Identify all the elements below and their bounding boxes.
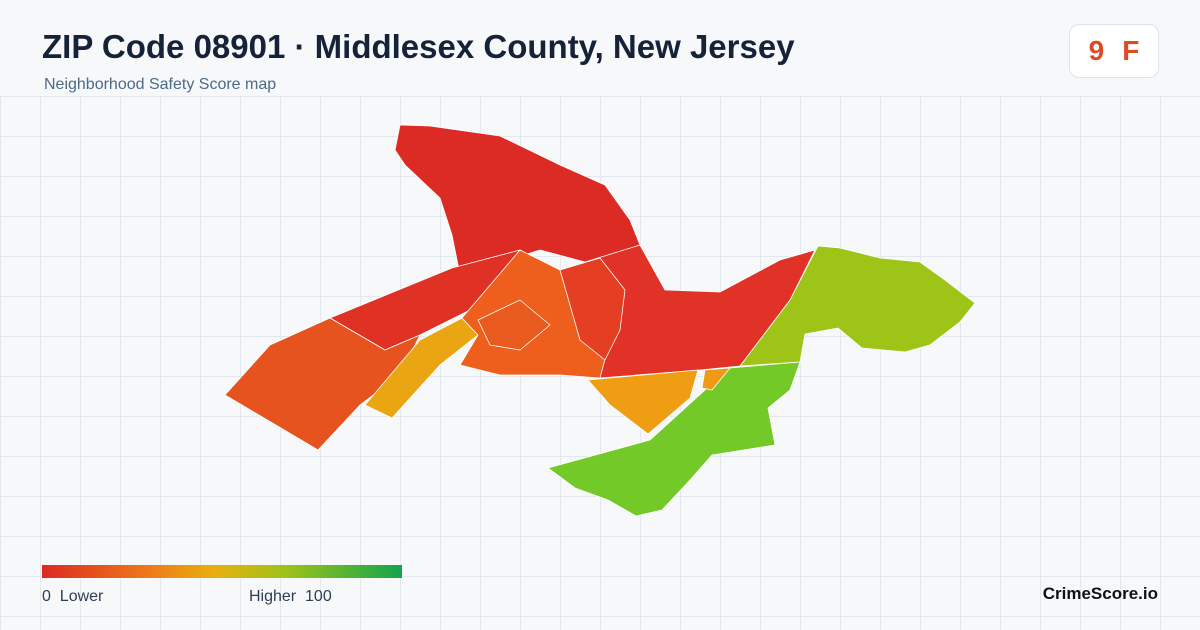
region	[701, 367, 731, 391]
legend-max: 100	[305, 588, 332, 605]
title: ZIP Code 08901 · Middlesex County, New J…	[42, 28, 795, 65]
subtitle: Neighborhood Safety Score map	[44, 76, 277, 93]
region	[477, 299, 551, 351]
header	[0, 0, 1200, 96]
legend-min-label: Lower	[59, 588, 104, 605]
grade: F	[1122, 35, 1140, 66]
legend-low: 0 Lower	[42, 588, 103, 606]
legend-min: 0	[42, 588, 51, 605]
legend-max-label: Higher	[249, 588, 297, 605]
region	[394, 124, 641, 276]
region	[559, 257, 626, 361]
legend-high: Higher 100	[249, 588, 332, 606]
score: 9	[1088, 35, 1105, 66]
score-badge: 9 F	[1069, 24, 1159, 78]
region	[224, 317, 421, 451]
region	[739, 245, 976, 367]
legend-bar	[42, 565, 402, 578]
region	[587, 369, 699, 435]
brand: CrimeScore.io	[1042, 584, 1158, 603]
